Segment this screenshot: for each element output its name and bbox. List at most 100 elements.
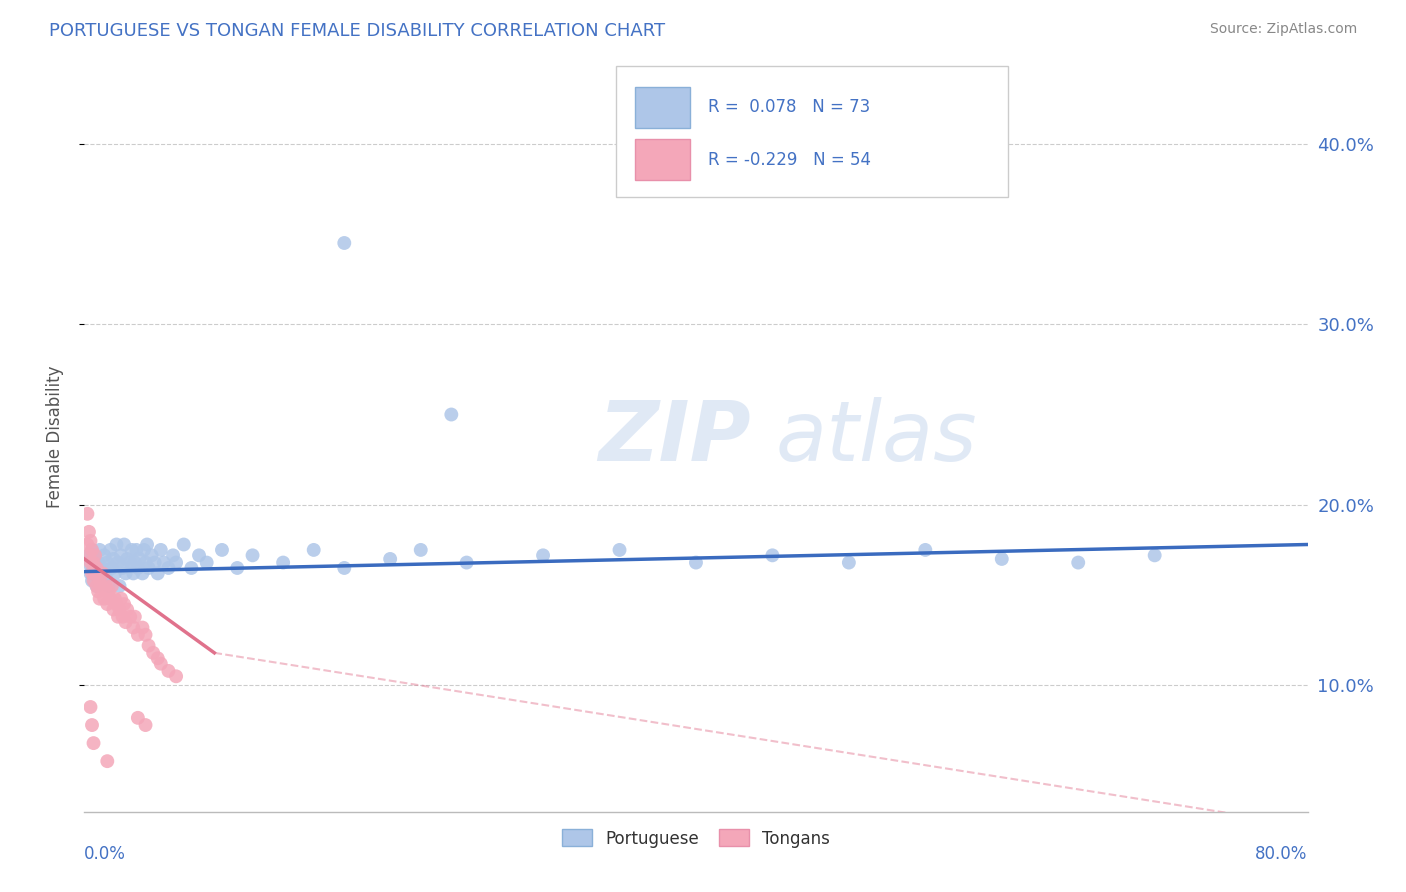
Point	[90, 574, 112, 588]
Y-axis label: Female Disability: Female Disability	[45, 366, 63, 508]
Point	[86, 579, 108, 593]
Point	[101, 561, 124, 575]
Point	[149, 543, 172, 558]
Point	[180, 561, 202, 575]
Point	[409, 543, 432, 558]
Point	[76, 556, 98, 570]
Point	[114, 615, 136, 629]
Point	[90, 579, 112, 593]
Point	[226, 561, 249, 575]
FancyBboxPatch shape	[616, 66, 1008, 197]
Point	[112, 597, 135, 611]
Point	[456, 556, 478, 570]
Point	[761, 549, 783, 563]
Point	[96, 754, 118, 768]
Point	[112, 537, 135, 551]
Point	[157, 664, 180, 678]
Point	[165, 669, 187, 683]
Point	[122, 566, 145, 581]
Point	[79, 700, 101, 714]
Point	[380, 552, 402, 566]
Point	[114, 566, 136, 581]
Point	[104, 566, 127, 581]
Point	[115, 552, 138, 566]
Point	[93, 591, 115, 606]
Point	[302, 543, 325, 558]
Point	[991, 552, 1014, 566]
Point	[111, 561, 134, 575]
Point	[86, 561, 108, 575]
Point	[128, 552, 150, 566]
Point	[333, 235, 356, 250]
Point	[87, 566, 110, 581]
Point	[89, 566, 111, 581]
Point	[108, 602, 131, 616]
Point	[93, 549, 115, 563]
Point	[91, 561, 114, 575]
Point	[271, 556, 294, 570]
Point	[77, 549, 100, 563]
Point	[188, 549, 211, 563]
Point	[838, 556, 860, 570]
Point	[173, 537, 195, 551]
Point	[138, 561, 160, 575]
Point	[83, 561, 105, 575]
Point	[1143, 549, 1166, 563]
Point	[1067, 556, 1090, 570]
Point	[110, 591, 132, 606]
Point	[127, 628, 149, 642]
Point	[110, 549, 132, 563]
Point	[165, 556, 187, 570]
Point	[105, 537, 128, 551]
Point	[108, 579, 131, 593]
Point	[94, 579, 117, 593]
Point	[91, 566, 114, 581]
Point	[83, 556, 105, 570]
Text: R =  0.078   N = 73: R = 0.078 N = 73	[709, 98, 870, 116]
Point	[149, 657, 172, 671]
Point	[97, 579, 120, 593]
Point	[440, 408, 463, 422]
Point	[87, 584, 110, 599]
Point	[83, 574, 105, 588]
Point	[79, 566, 101, 581]
Point	[914, 543, 936, 558]
Point	[80, 566, 103, 581]
Point	[107, 609, 129, 624]
Point	[105, 597, 128, 611]
FancyBboxPatch shape	[636, 139, 690, 180]
Point	[135, 628, 157, 642]
Point	[80, 718, 103, 732]
Text: 80.0%: 80.0%	[1256, 846, 1308, 863]
Point	[141, 549, 163, 563]
Point	[89, 591, 111, 606]
Point	[127, 561, 149, 575]
Point	[76, 537, 98, 551]
Point	[76, 507, 98, 521]
Point	[211, 543, 233, 558]
Point	[77, 549, 100, 563]
Point	[685, 556, 707, 570]
Point	[142, 646, 165, 660]
Point	[84, 549, 107, 563]
Point	[132, 543, 155, 558]
Point	[531, 549, 554, 563]
Point	[242, 549, 264, 563]
Legend: Portuguese, Tongans: Portuguese, Tongans	[554, 821, 838, 855]
Point	[89, 543, 111, 558]
Point	[157, 561, 180, 575]
Point	[80, 543, 103, 558]
Point	[131, 566, 153, 581]
Point	[136, 537, 159, 551]
Point	[122, 621, 145, 635]
Point	[97, 584, 120, 599]
Point	[115, 602, 138, 616]
Point	[120, 609, 142, 624]
Point	[84, 552, 107, 566]
Point	[84, 566, 107, 581]
Point	[98, 543, 121, 558]
Point	[333, 561, 356, 575]
Point	[138, 639, 160, 653]
Point	[135, 556, 157, 570]
Text: 0.0%: 0.0%	[84, 846, 127, 863]
